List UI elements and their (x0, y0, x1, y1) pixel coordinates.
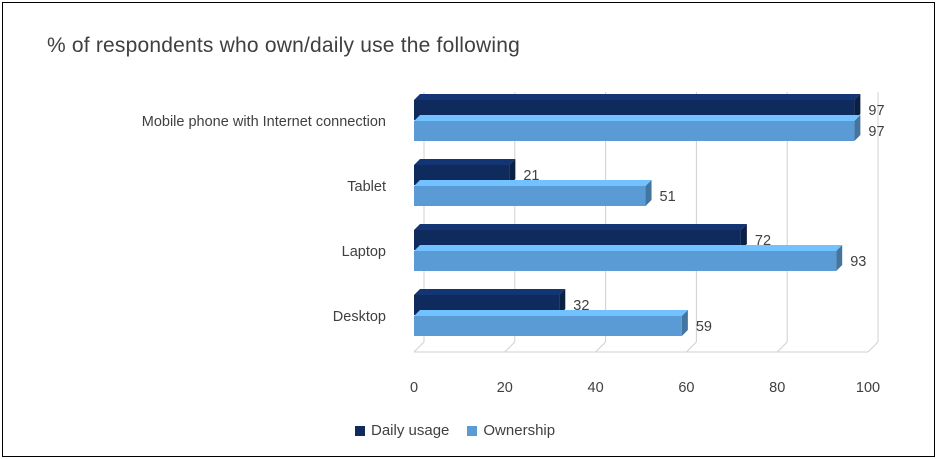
data-label: 21 (523, 168, 539, 184)
data-label: 97 (868, 124, 884, 140)
bar (414, 251, 837, 271)
bar-top-1 (414, 115, 861, 121)
bar-end-1 (645, 180, 652, 206)
gridline-floor-0 (413, 341, 425, 353)
bar-top-0 (414, 94, 861, 100)
data-label: 93 (850, 254, 866, 270)
legend-swatch-ownership (467, 425, 478, 436)
bar-end-0 (854, 94, 861, 120)
bar-end-0 (740, 224, 747, 250)
bar-end-1 (681, 310, 688, 336)
legend-label-ownership: Ownership (483, 422, 556, 439)
x-tick-label: 80 (769, 380, 785, 396)
bar-end-1 (836, 245, 843, 271)
x-tick-label: 40 (588, 380, 604, 396)
bar-top-1 (414, 245, 843, 251)
bar-top-1 (414, 180, 652, 186)
bar-top-1 (414, 310, 688, 316)
legend-item-daily-usage: Daily usage (355, 422, 449, 439)
bar-top-0 (414, 289, 566, 295)
legend-label-daily-usage: Daily usage (371, 422, 450, 439)
data-label: 59 (696, 319, 712, 335)
x-tick-label: 0 (410, 380, 418, 396)
category-label: Laptop (342, 244, 386, 260)
bar (414, 186, 646, 206)
gridline-floor-2 (595, 341, 606, 353)
bar (414, 121, 855, 141)
category-label: Tablet (347, 179, 386, 195)
gridline-floor-3 (686, 341, 697, 353)
gridline-floor-4 (776, 341, 788, 353)
bar-end-0 (559, 289, 566, 315)
bar-end-0 (509, 159, 516, 185)
data-label: 97 (868, 103, 884, 119)
legend-item-ownership: Ownership (467, 422, 555, 439)
legend: Daily usage Ownership (355, 422, 555, 439)
category-label: Mobile phone with Internet connection (142, 114, 386, 130)
bar-top-0 (414, 224, 747, 230)
data-label: 32 (573, 298, 589, 314)
data-label: 51 (660, 189, 676, 205)
bar-end-1 (854, 115, 861, 141)
legend-swatch-daily-usage (355, 425, 365, 436)
gridline-floor-5 (867, 341, 879, 353)
x-tick-label: 60 (678, 380, 694, 396)
bar-top-0 (414, 159, 516, 165)
x-tick-label: 20 (497, 380, 513, 396)
gridline-floor-1 (504, 341, 516, 353)
x-tick-label: 100 (856, 380, 880, 396)
bar (414, 316, 682, 336)
chart-title: % of respondents who own/daily use the f… (47, 34, 521, 57)
data-label: 72 (755, 233, 771, 249)
category-label: Desktop (333, 309, 386, 325)
